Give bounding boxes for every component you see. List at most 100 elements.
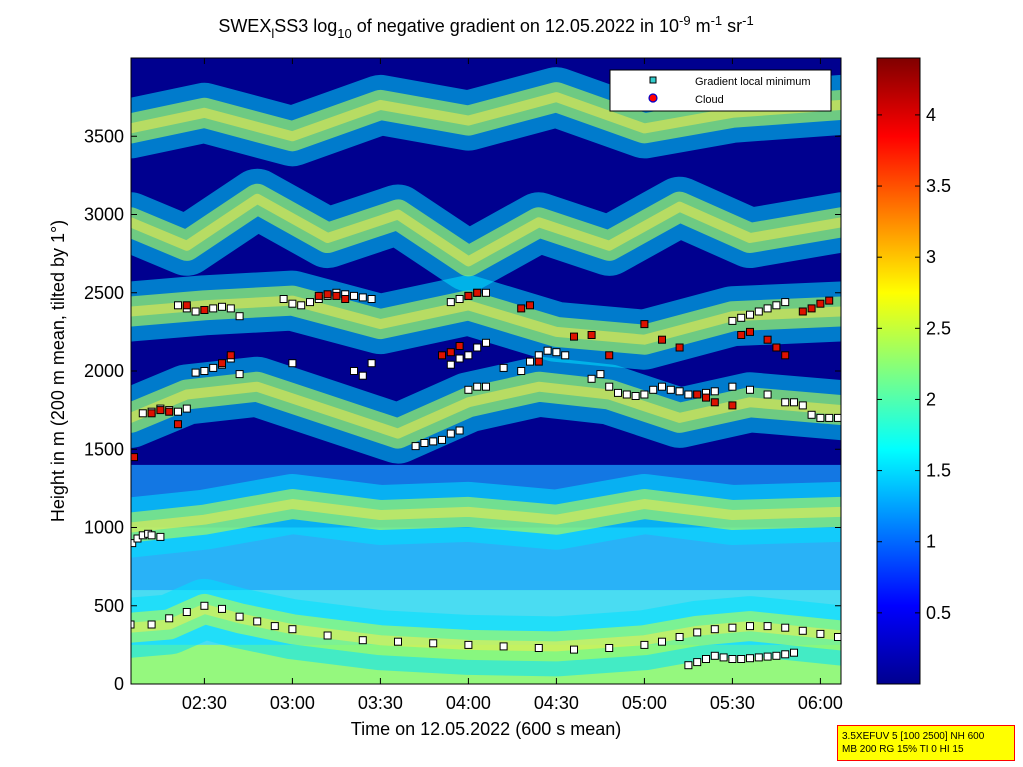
gradient-minimum-marker <box>235 612 244 621</box>
legend-marker-gradient-minimum <box>649 76 657 84</box>
colorbar-tick-label: 2 <box>926 389 936 409</box>
gradient-minimum-marker <box>710 387 719 396</box>
gradient-minimum-marker <box>350 291 358 300</box>
gradient-minimum-marker <box>675 633 684 641</box>
cloud-marker <box>517 304 526 313</box>
chart-title: SWEXlSS3 log10 of negative gradient on 1… <box>218 13 753 41</box>
cloud-marker <box>605 351 614 360</box>
gradient-minimum-marker <box>482 338 490 347</box>
gradient-minimum-marker <box>790 648 798 657</box>
colorbar-tick-label: 1 <box>926 532 936 552</box>
cloud-marker <box>737 331 746 339</box>
gradient-minimum-marker <box>358 371 367 380</box>
gradient-minimum-marker <box>737 313 746 322</box>
cloud-marker <box>323 290 332 299</box>
cloud-marker <box>332 291 341 300</box>
gradient-minimum-marker <box>235 370 244 379</box>
gradient-minimum-marker <box>288 359 297 368</box>
gradient-minimum-marker <box>156 532 165 541</box>
gradient-minimum-marker <box>191 307 200 316</box>
gradient-minimum-marker <box>473 343 482 352</box>
gradient-minimum-marker <box>587 374 596 383</box>
colorbar-tick-label: 4 <box>926 105 936 125</box>
gradient-minimum-marker <box>746 654 754 663</box>
cloud-marker <box>763 335 772 344</box>
y-tick-label: 3500 <box>84 126 124 146</box>
gradient-layer-peak <box>131 193 841 267</box>
legend-label-gradient-minimum: Gradient local minimum <box>695 76 811 88</box>
cloud-marker <box>314 291 323 300</box>
cloud-marker <box>131 453 138 462</box>
gradient-minimum-marker <box>746 385 754 394</box>
gradient-minimum-marker <box>270 622 279 631</box>
gradient-minimum-marker <box>834 633 841 641</box>
gradient-minimum-marker <box>367 359 376 368</box>
gradient-minimum-marker <box>552 348 561 357</box>
gradient-minimum-marker <box>790 398 798 407</box>
gradient-minimum-marker <box>543 346 552 355</box>
cloud-marker <box>455 342 464 350</box>
cloud-marker <box>218 359 226 368</box>
colorbar-tick-label: 3.5 <box>926 176 951 196</box>
cloud-marker <box>781 351 790 360</box>
y-tick-label: 2500 <box>84 283 124 303</box>
gradient-minimum-marker <box>288 625 297 634</box>
gradient-minimum-marker <box>684 661 693 670</box>
gradient-minimum-marker <box>816 629 825 638</box>
cloud-marker <box>473 288 482 297</box>
colorbar-tick-label: 3 <box>926 247 936 267</box>
gradient-minimum-marker <box>182 404 191 413</box>
gradient-minimum-marker <box>781 398 790 407</box>
colorbar: 0.5 1 1.5 2 2.5 3 3.5 4 <box>876 57 951 685</box>
gradient-minimum-marker <box>147 620 156 629</box>
heatmap-bands <box>131 67 841 684</box>
gradient-minimum-marker <box>693 628 702 637</box>
gradient-minimum-marker <box>622 390 631 399</box>
cloud-marker <box>798 307 807 316</box>
gradient-minimum-marker <box>649 385 658 394</box>
legend: Gradient local minimum Cloud <box>609 69 832 112</box>
cloud-marker <box>640 320 649 329</box>
x-axis-label: Time on 12.05.2022 (600 s mean) <box>351 719 622 739</box>
gradient-minimum-marker <box>438 435 446 444</box>
colorbar-ticks: 0.5 1 1.5 2 2.5 3 3.5 4 <box>877 105 951 623</box>
gradient-minimum-marker <box>825 413 834 422</box>
gradient-minimum-marker <box>288 299 297 308</box>
gradient-minimum-marker <box>455 426 464 435</box>
gradient-minimum-marker <box>191 368 200 377</box>
x-tick-label: 05:00 <box>622 693 667 713</box>
y-tick-label: 2000 <box>84 361 124 381</box>
legend-marker-cloud <box>648 93 658 103</box>
gradient-minimum-marker <box>772 301 781 310</box>
cloud-marker <box>728 401 737 410</box>
x-tick-label: 03:30 <box>358 693 403 713</box>
cloud-marker <box>534 357 543 366</box>
cloud-marker <box>526 301 534 310</box>
cloud-marker <box>702 393 710 402</box>
cloud-marker <box>710 398 719 407</box>
gradient-minimum-marker <box>658 382 666 391</box>
gradient-minimum-marker <box>737 655 746 663</box>
gradient-minimum-marker <box>807 410 816 419</box>
cloud-marker <box>675 343 684 352</box>
gradient-minimum-marker <box>235 312 244 321</box>
gradient-minimum-marker <box>693 658 702 667</box>
x-tick-label: 06:00 <box>798 693 843 713</box>
gradient-minimum-marker <box>605 382 614 391</box>
cloud-marker <box>570 332 578 341</box>
info-line-2: MB 200 RG 15% TI 0 HI 15 <box>842 744 964 755</box>
x-axis: 02:30 03:00 03:30 04:00 04:30 05:00 05:30 06:00 <box>182 58 843 713</box>
cloud-marker <box>658 335 666 344</box>
gradient-minimum-marker <box>218 604 226 613</box>
gradient-minimum-marker <box>429 437 438 446</box>
gradient-minimum-marker <box>499 363 508 372</box>
gradient-minimum-marker <box>526 357 534 366</box>
gradient-minimum-marker <box>614 388 622 397</box>
gradient-layer-peak <box>131 92 841 142</box>
gradient-minimum-marker <box>138 409 147 418</box>
gradient-minimum-marker <box>763 622 772 631</box>
gradient-minimum-marker <box>499 642 508 651</box>
cloud-marker <box>772 343 781 352</box>
gradient-minimum-marker <box>200 367 209 375</box>
